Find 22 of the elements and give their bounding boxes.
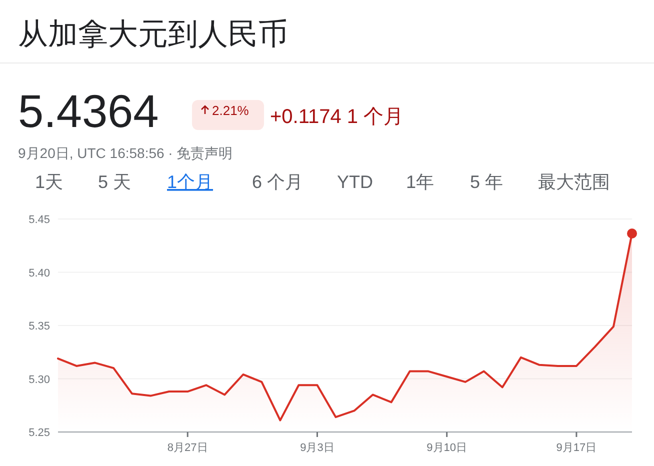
chart-subtitle: 9月20日, UTC 16:58:56 · 免责声明	[18, 145, 233, 161]
text: +0.1174 1 个月	[270, 106, 404, 128]
text: 6 个月	[252, 172, 304, 192]
x-tick-label: 9月17日	[556, 442, 597, 454]
chart-title: 从加拿大元到人民币	[18, 18, 288, 51]
x-tick-label: 9月10日	[426, 442, 468, 454]
text: 5 天	[98, 172, 132, 192]
y-tick-label: 5.35	[28, 320, 50, 332]
x-tick-label: 9月3日	[300, 442, 334, 454]
text: 1天	[35, 172, 64, 192]
text: 5 年	[470, 172, 504, 192]
y-tick-label: 5.45	[28, 214, 50, 226]
text: 最大范围	[538, 172, 610, 192]
text: 1个月	[167, 172, 214, 192]
text: 2.21%	[212, 103, 250, 118]
text: 1年	[406, 172, 434, 192]
y-tick-label: 5.30	[28, 374, 50, 386]
x-tick-label: 8月27日	[167, 442, 208, 454]
y-tick-label: 5.25	[28, 427, 50, 439]
text: YTD	[337, 172, 373, 192]
y-tick-label: 5.40	[28, 267, 50, 280]
text: 5.4364	[18, 85, 159, 137]
